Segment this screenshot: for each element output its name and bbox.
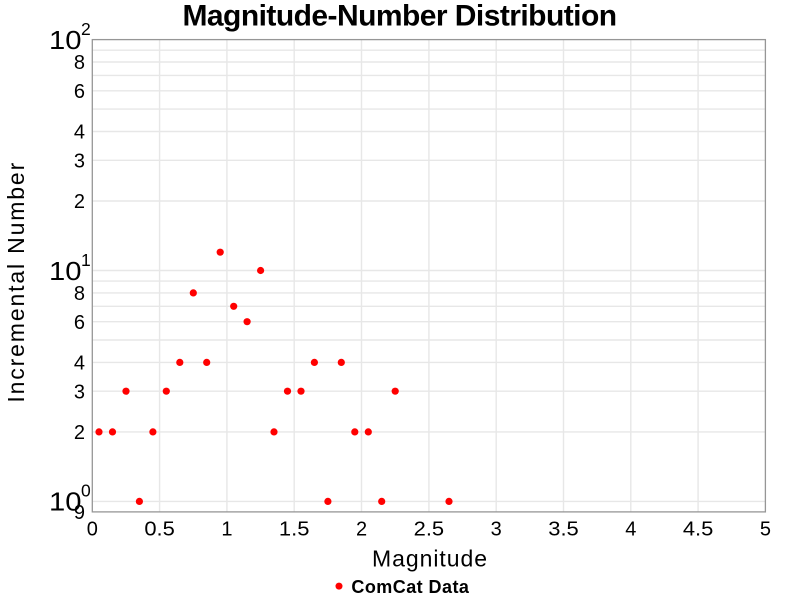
svg-text:0.5: 0.5	[144, 519, 175, 541]
svg-text:ComCat Data: ComCat Data	[351, 577, 470, 597]
svg-text:Incremental Number: Incremental Number	[3, 161, 29, 403]
svg-text:3: 3	[74, 151, 85, 173]
svg-text:4: 4	[74, 353, 85, 375]
svg-text:4.5: 4.5	[683, 519, 714, 541]
svg-text:8: 8	[74, 52, 85, 74]
svg-text:2: 2	[81, 19, 91, 39]
svg-text:1.5: 1.5	[279, 519, 310, 541]
svg-text:4: 4	[625, 519, 636, 541]
svg-text:3: 3	[491, 519, 502, 541]
svg-text:2: 2	[356, 519, 367, 541]
svg-text:4: 4	[74, 122, 85, 144]
svg-text:3.5: 3.5	[548, 519, 579, 541]
svg-text:3: 3	[74, 381, 85, 403]
svg-text:Magnitude: Magnitude	[372, 545, 488, 571]
svg-text:2: 2	[74, 191, 85, 213]
svg-text:1: 1	[221, 519, 232, 541]
svg-text:10: 10	[49, 256, 82, 286]
svg-text:0: 0	[87, 519, 98, 541]
svg-text:8: 8	[74, 283, 85, 305]
svg-text:2.5: 2.5	[414, 519, 445, 541]
svg-text:6: 6	[74, 312, 85, 334]
svg-text:10: 10	[49, 25, 82, 55]
svg-text:6: 6	[74, 81, 85, 103]
svg-text:Magnitude-Number Distribution: Magnitude-Number Distribution	[182, 0, 616, 33]
svg-text:2: 2	[74, 422, 85, 444]
svg-text:1: 1	[81, 250, 91, 270]
svg-text:0: 0	[81, 481, 91, 501]
svg-text:9: 9	[74, 502, 85, 524]
svg-text:10: 10	[49, 487, 82, 517]
svg-text:5: 5	[760, 519, 771, 541]
